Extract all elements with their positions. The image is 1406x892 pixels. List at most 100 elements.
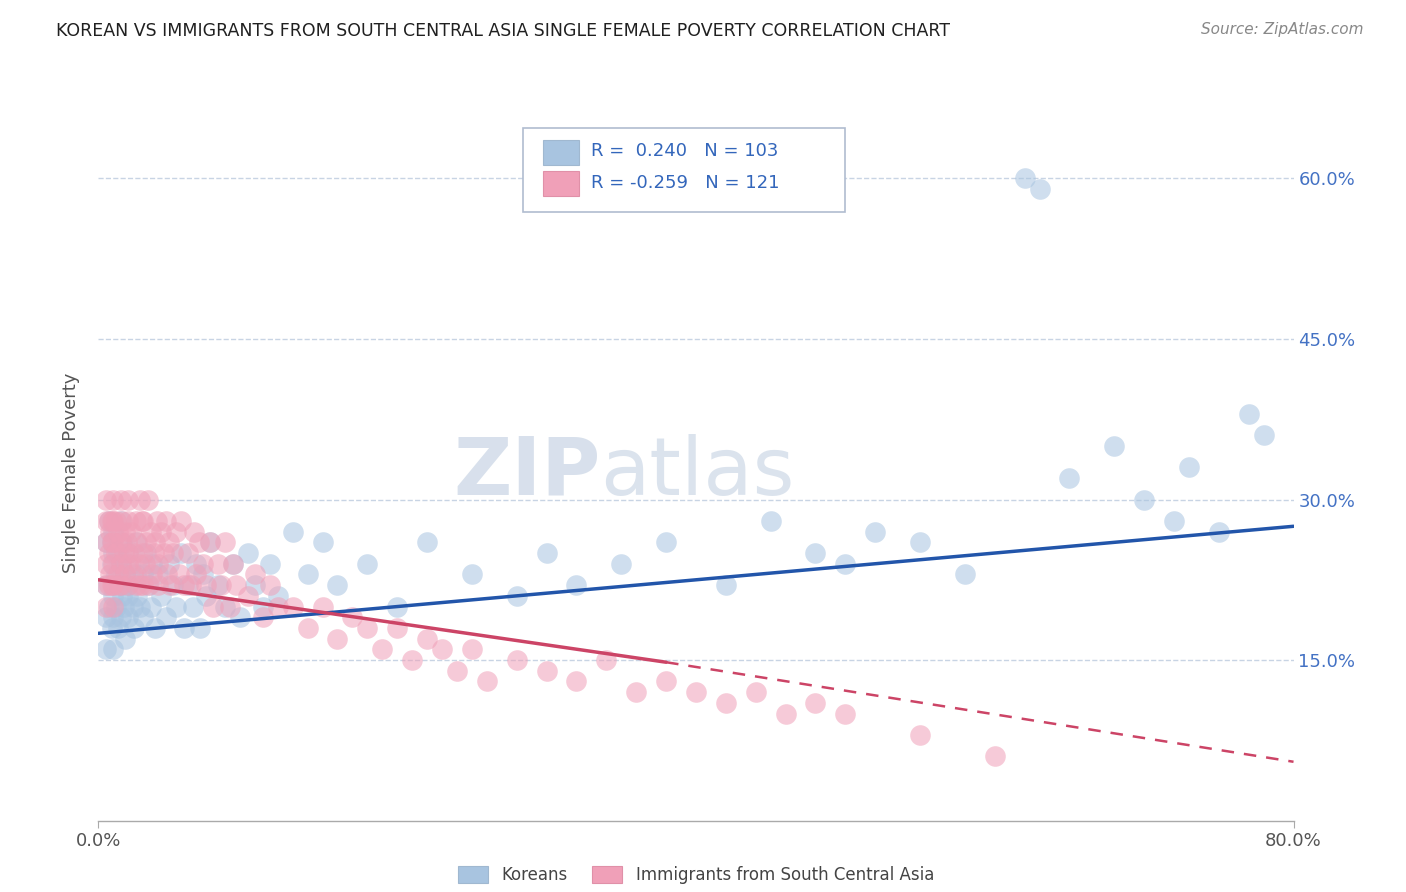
Point [101, 557, 124, 571]
Point [148, 567, 170, 582]
Point [908, 728, 931, 742]
Point [714, 578, 737, 592]
Point [114, 567, 136, 582]
Point [124, 621, 146, 635]
Point [1059, 471, 1081, 485]
Point [150, 524, 173, 539]
Point [156, 567, 179, 582]
Point [865, 524, 887, 539]
Point [446, 664, 468, 678]
Point [159, 578, 181, 592]
Point [610, 557, 633, 571]
Point [101, 621, 124, 635]
Point [103, 546, 125, 560]
Point [94, 578, 117, 592]
Point [207, 557, 229, 571]
Text: R =  0.240   N = 103: R = 0.240 N = 103 [591, 143, 778, 161]
Point [117, 557, 139, 571]
Point [655, 674, 678, 689]
Point [187, 535, 209, 549]
Point [97, 546, 120, 560]
Point [94, 642, 117, 657]
Point [110, 535, 132, 549]
Y-axis label: Single Female Poverty: Single Female Poverty [62, 373, 80, 573]
Point [141, 557, 163, 571]
Point [127, 589, 149, 603]
Point [103, 642, 125, 657]
Point [401, 653, 423, 667]
Point [134, 557, 156, 571]
Point [101, 578, 124, 592]
Point [326, 578, 349, 592]
Point [124, 546, 146, 560]
Point [804, 546, 827, 560]
Point [145, 514, 167, 528]
Point [655, 535, 678, 549]
Point [139, 599, 162, 614]
Point [114, 524, 136, 539]
Point [107, 567, 129, 582]
Point [536, 664, 558, 678]
Point [97, 514, 120, 528]
Point [103, 514, 125, 528]
Point [595, 653, 617, 667]
Point [834, 706, 856, 721]
Text: KOREAN VS IMMIGRANTS FROM SOUTH CENTRAL ASIA SINGLE FEMALE POVERTY CORRELATION C: KOREAN VS IMMIGRANTS FROM SOUTH CENTRAL … [56, 22, 950, 40]
Point [103, 557, 125, 571]
Point [138, 578, 160, 592]
Point [142, 546, 165, 560]
Point [117, 514, 139, 528]
Point [173, 578, 195, 592]
FancyBboxPatch shape [543, 171, 579, 196]
Point [127, 535, 149, 549]
Point [565, 578, 588, 592]
Point [188, 621, 211, 635]
Point [157, 535, 180, 549]
Point [745, 685, 768, 699]
Point [103, 610, 125, 624]
Point [834, 557, 856, 571]
Point [371, 642, 394, 657]
Point [222, 557, 245, 571]
Point [759, 514, 782, 528]
Point [132, 546, 155, 560]
Point [225, 578, 247, 592]
Point [112, 546, 135, 560]
Point [110, 578, 132, 592]
Point [94, 610, 117, 624]
Point [155, 610, 177, 624]
Point [153, 546, 176, 560]
Point [311, 535, 333, 549]
Point [103, 535, 125, 549]
Point [103, 524, 125, 539]
Point [115, 535, 138, 549]
Point [953, 567, 976, 582]
Point [135, 535, 157, 549]
Point [506, 589, 529, 603]
Point [94, 599, 117, 614]
Point [129, 578, 152, 592]
Point [136, 492, 159, 507]
Point [191, 567, 214, 582]
Point [214, 535, 236, 549]
Point [94, 578, 117, 592]
Point [110, 557, 132, 571]
Point [219, 599, 242, 614]
Point [626, 685, 648, 699]
Point [111, 589, 134, 603]
Point [121, 567, 143, 582]
Point [775, 706, 797, 721]
Point [114, 567, 136, 582]
Point [180, 578, 202, 592]
Point [252, 599, 274, 614]
Text: atlas: atlas [600, 434, 794, 512]
FancyBboxPatch shape [523, 128, 845, 212]
Point [121, 599, 143, 614]
Point [148, 557, 170, 571]
Point [245, 578, 267, 592]
Point [165, 599, 187, 614]
Point [229, 610, 252, 624]
Point [1178, 460, 1201, 475]
Point [125, 567, 148, 582]
Point [214, 599, 236, 614]
